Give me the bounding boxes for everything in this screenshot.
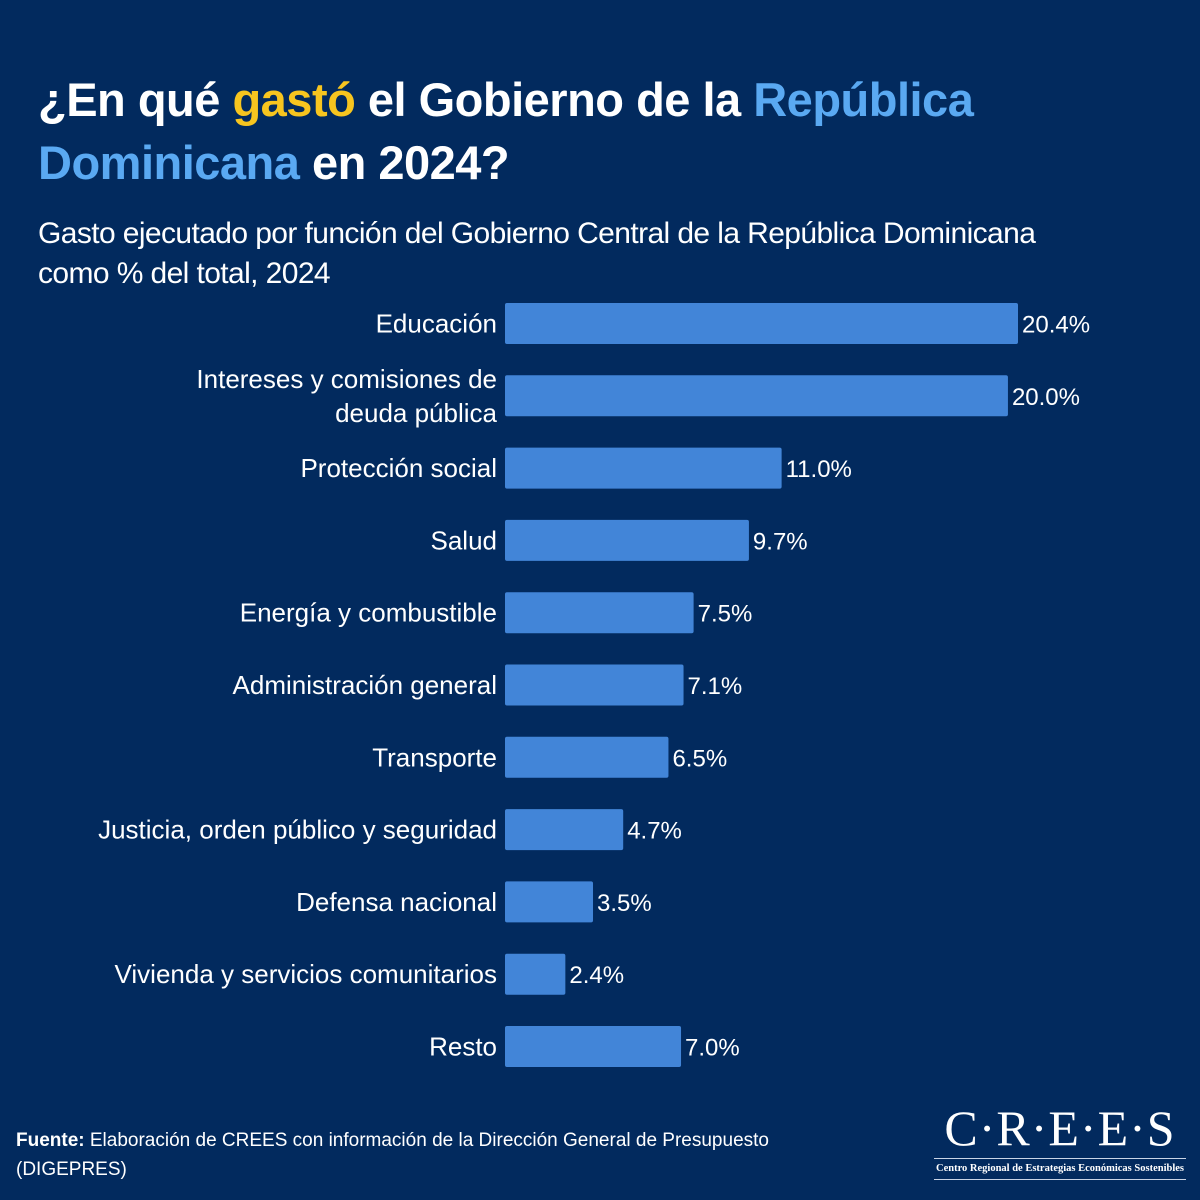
bar <box>505 664 684 706</box>
category-label: Protección social <box>300 453 497 483</box>
data-label: 20.4% <box>1022 312 1090 339</box>
category-label: Transporte <box>372 742 497 772</box>
bar <box>505 1026 682 1067</box>
chart-subtitle: Gasto ejecutado por función del Gobierno… <box>38 214 1178 294</box>
bar <box>505 881 594 923</box>
data-label: 4.7% <box>627 818 682 845</box>
category-label: Educación <box>376 309 497 339</box>
data-label: 6.5% <box>672 745 727 772</box>
crees-logo: C·R·E·E·S Centro Regional de Estrategias… <box>934 1100 1186 1182</box>
category-label: Justicia, orden público y seguridad <box>98 815 497 845</box>
bar <box>505 375 1008 417</box>
page-title: ¿En qué gastó el Gobierno de la Repúblic… <box>38 68 1158 194</box>
title-part-1: ¿En qué <box>38 73 233 126</box>
data-label: 7.1% <box>688 673 743 700</box>
logo-rule-top <box>934 1158 1186 1159</box>
data-label: 2.4% <box>569 962 624 989</box>
source-label: Fuente: <box>16 1130 85 1151</box>
title-highlight-yellow: gastó <box>232 73 356 126</box>
bar <box>505 303 1018 344</box>
category-label: Administración general <box>233 670 497 700</box>
bar <box>505 953 566 995</box>
data-label: 20.0% <box>1012 384 1080 411</box>
category-label: Salud <box>431 525 498 555</box>
bar <box>505 519 749 561</box>
logo-rule-bottom <box>934 1179 1186 1180</box>
bar <box>505 447 782 489</box>
category-label: Intereses y comisiones de deuda pública <box>196 364 497 428</box>
category-label: Defensa nacional <box>296 887 497 917</box>
bar <box>505 809 624 851</box>
title-part-3: en 2024? <box>299 136 510 189</box>
subtitle-line-1: Gasto ejecutado por función del Gobierno… <box>38 217 1036 250</box>
data-label: 3.5% <box>597 890 652 917</box>
data-label: 11.0% <box>786 456 852 483</box>
data-label: 7.5% <box>698 601 753 628</box>
data-label: 7.0% <box>685 1035 740 1062</box>
category-label: Vivienda y servicios comunitarios <box>115 959 497 989</box>
source-note: Fuente: Elaboración de CREES con informa… <box>16 1126 876 1184</box>
subtitle-line-2: como % del total, 2024 <box>38 257 331 290</box>
category-label: Energía y combustible <box>240 598 497 628</box>
logo-tagline: Centro Regional de Estrategias Económica… <box>935 1163 1184 1174</box>
source-text: Elaboración de CREES con información de … <box>16 1130 769 1180</box>
title-highlight-blue: República Dominicana <box>38 73 974 189</box>
category-label: Resto <box>429 1032 497 1062</box>
title-part-2: el Gobierno de la <box>355 73 754 126</box>
bar <box>505 736 669 778</box>
bar <box>505 592 694 634</box>
logo-name: C·R·E·E·S <box>944 1100 1176 1156</box>
data-label: 9.7% <box>753 528 808 555</box>
